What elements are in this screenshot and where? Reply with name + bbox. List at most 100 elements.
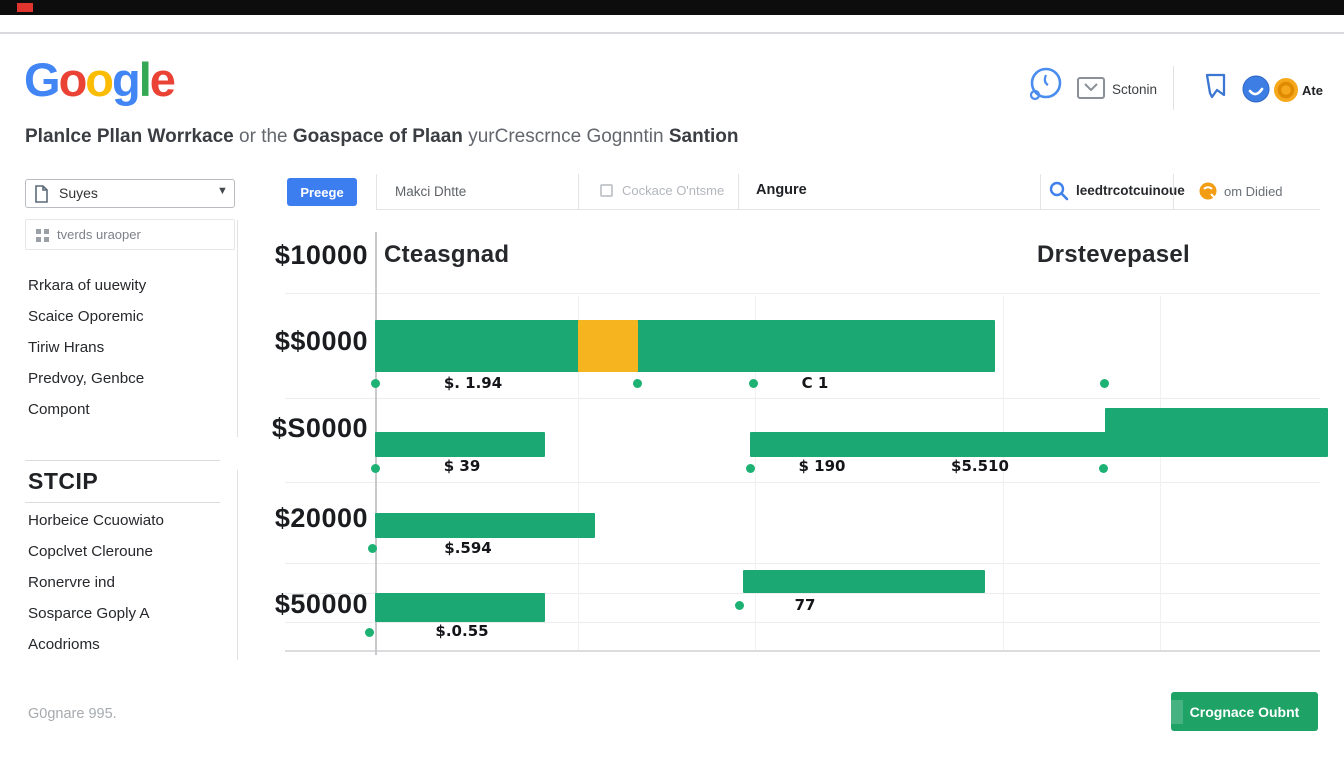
gridline-h (285, 398, 1320, 399)
title-segment: Planlce Pllan Worrkace (25, 126, 234, 147)
chart-value-label: C 1 (801, 374, 829, 392)
sidebar-group-2: Horbeice Ccuowiato Copclvet Cleroune Roner… (28, 505, 233, 660)
chart-row-label: $S0000 (271, 413, 368, 443)
checkbox-label: Cockace O'ntsme (622, 183, 725, 198)
sidebar-item[interactable]: Compont (28, 401, 90, 418)
chart-value-label: $. 1.94 (443, 374, 503, 392)
ate-label: Ate (1302, 83, 1323, 98)
chart-axis-value: $10000 (274, 240, 368, 270)
chart-value-label: $.0.55 (435, 622, 489, 640)
view-dropdown[interactable]: Suyes ▼ (25, 179, 235, 208)
chart-dot[interactable] (746, 464, 755, 473)
logo-letter: o (58, 53, 88, 106)
primary-action-button[interactable]: Crognace Oubnt (1171, 692, 1318, 731)
chart-value-label: $5.510 (951, 457, 1009, 475)
sidebar-item[interactable]: Sosparce Goply A (28, 605, 150, 622)
toolbar-divider (1040, 174, 1041, 210)
search-label[interactable]: leedtrcotcuinoue (1076, 183, 1185, 198)
chart-dot[interactable] (749, 379, 758, 388)
sidebar-item[interactable]: Rrkara of uuewity (28, 277, 147, 294)
chart-value-label: 77 (794, 596, 816, 614)
dropdown-label: Suyes (59, 185, 98, 201)
toolbar-divider (738, 174, 739, 210)
toolbar-checkbox[interactable] (600, 184, 613, 197)
chart-left-title: Cteasgnad (384, 241, 510, 268)
sidebar-item[interactable]: Ronervre ind (28, 574, 115, 591)
chart-row-label: $20000 (274, 503, 368, 533)
chart-row-label: $50000 (274, 589, 368, 619)
ring-icon[interactable] (1272, 76, 1300, 109)
sidebar-section-title: STCIP (28, 468, 99, 494)
sidebar-item[interactable]: Horbeice Ccuowiato (28, 512, 164, 529)
chart-dot[interactable] (371, 379, 380, 388)
gridline-h (285, 563, 1320, 564)
gridline-v (1003, 296, 1004, 650)
gridline-h (285, 593, 1320, 594)
primary-blue-button[interactable]: Preege (287, 178, 357, 206)
sidebar-footer-text: G0gnare 995. (28, 706, 117, 722)
chart-dot[interactable] (1099, 464, 1108, 473)
logo-letter: o (85, 53, 114, 106)
chart-dot[interactable] (371, 464, 380, 473)
chart-dot[interactable] (365, 628, 374, 637)
chart-bottom-axis (285, 650, 1320, 652)
sidebar-item[interactable]: Copclvet Cleroune (28, 543, 153, 560)
top-black-bar (0, 0, 1344, 15)
swirl-icon[interactable] (1241, 74, 1271, 109)
toolbar-bottom-border (376, 209, 1320, 210)
gridline-h (285, 482, 1320, 483)
chevron-down-icon: ▼ (217, 185, 228, 197)
gridline-v (1160, 296, 1161, 650)
chart-bar[interactable] (743, 570, 985, 593)
title-segment: yurCrescrnce Gognntin (462, 126, 669, 147)
chart-row-label: $$0000 (274, 326, 368, 356)
chart-bar[interactable] (1105, 408, 1328, 457)
inbox-label: Sctonin (1112, 82, 1158, 97)
chart-dot[interactable] (1100, 379, 1109, 388)
gridline-h (285, 622, 1320, 623)
record-indicator (17, 3, 33, 12)
date-field-label[interactable]: Makci Dhtte (395, 184, 467, 199)
pennant-icon[interactable] (1199, 70, 1231, 111)
title-segment: Goaspace of Plaan (292, 126, 463, 147)
sub-dropdown-label: tverds uraoper (57, 227, 141, 242)
logo-letter: G (24, 53, 61, 106)
sidebar-item[interactable]: Scaice Oporemic (28, 308, 144, 325)
chart-bar[interactable] (750, 432, 1107, 457)
gridline-h (285, 293, 1320, 294)
sub-dropdown[interactable]: tverds uraoper (25, 219, 235, 250)
chart-bar[interactable] (375, 593, 545, 622)
chart-dot[interactable] (735, 601, 744, 610)
doodle-icon[interactable] (1023, 62, 1067, 113)
refresh-orange-icon[interactable] (1198, 181, 1218, 206)
toolbar-bold-label[interactable]: Angure (756, 182, 807, 198)
sidebar-item[interactable]: Predvoy, Genbce (28, 370, 145, 387)
chart-bar[interactable] (375, 513, 595, 538)
toolbar-divider (376, 174, 377, 210)
action-button-label: Crognace Oubnt (1189, 703, 1300, 720)
logo-letter: l (138, 53, 152, 106)
sidebar-item[interactable]: Acodrioms (28, 636, 100, 653)
gridline-v (578, 296, 579, 650)
sidebar-border (237, 220, 238, 437)
chart-dot[interactable] (633, 379, 642, 388)
chart-dot[interactable] (368, 544, 377, 553)
document-icon (34, 185, 49, 208)
status-label: om Didied (1224, 184, 1283, 199)
logo-letter: e (149, 53, 176, 106)
header-icon-divider (1173, 66, 1174, 110)
chart-value-label: $ 39 (443, 457, 481, 475)
sidebar-item[interactable]: Tiriw Hrans (28, 339, 105, 356)
inbox-icon[interactable] (1076, 74, 1106, 107)
button-accent (1171, 700, 1183, 724)
sidebar-border (237, 470, 238, 660)
sidebar-section-header: STCIP (25, 460, 220, 503)
chart-bar[interactable] (578, 320, 638, 372)
gridline-v (755, 296, 756, 650)
chart-value-label: $ 190 (798, 457, 846, 475)
chart-bar[interactable] (375, 432, 545, 457)
chart-bar[interactable] (375, 320, 995, 372)
search-icon[interactable] (1048, 180, 1070, 207)
top-divider (0, 32, 1344, 34)
